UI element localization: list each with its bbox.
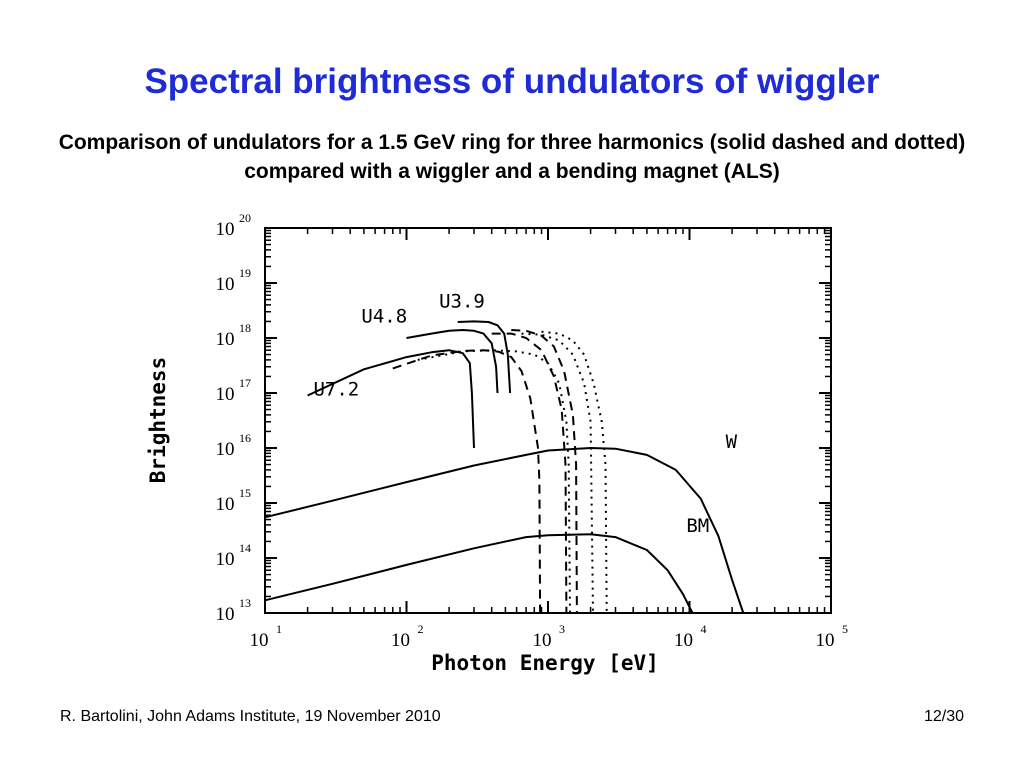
x-tick-label: 10 (816, 630, 835, 651)
curve-label-w: W (726, 431, 738, 453)
y-tick-label: 10 (216, 384, 235, 405)
y-tick-label: 10 (216, 549, 235, 570)
y-tick-exponent: 14 (239, 541, 251, 555)
curve-label-bm: BM (686, 515, 709, 537)
y-tick-label: 10 (216, 329, 235, 350)
slide-title: Spectral brightness of undulators of wig… (144, 62, 880, 101)
series-u4-8-dotted (521, 332, 594, 614)
x-tick-label: 10 (533, 630, 552, 651)
series-u7-2-solid (307, 349, 475, 449)
y-tick-label: 10 (216, 219, 235, 240)
x-tick-label: 10 (391, 630, 410, 651)
x-tick-label: 10 (250, 630, 269, 651)
x-tick-exponent: 3 (559, 622, 565, 636)
footer-page-number: 12/30 (923, 708, 964, 725)
series-w-solid (264, 447, 745, 614)
series-u3-9-solid (457, 320, 512, 394)
x-axis-label: Photon Energy [eV] (431, 651, 659, 675)
y-tick-exponent: 19 (239, 266, 251, 280)
y-axis-label: Brightness (146, 357, 170, 483)
series-u4-8-solid (406, 329, 499, 394)
x-tick-exponent: 1 (276, 622, 282, 636)
y-tick-label: 10 (216, 274, 235, 295)
series-u7-2-dashed (392, 349, 542, 614)
series-u7-2-dotted (417, 349, 571, 614)
y-tick-label: 10 (216, 604, 235, 625)
x-tick-exponent: 5 (842, 622, 848, 636)
x-tick-exponent: 4 (701, 622, 707, 636)
series-u3-9-dashed (511, 329, 578, 614)
slide-subtitle: Comparison of undulators for a 1.5 GeV r… (58, 131, 966, 183)
label-group: U7.2 U4.8 U3.9 W BM (313, 290, 737, 536)
curve-label-u3-9: U3.9 (439, 290, 485, 312)
series-group (264, 320, 745, 614)
curve-label-u7-2: U7.2 (313, 379, 359, 401)
axis-ticks: 10 1 10 2 10 3 10 4 10 5 10 13 10 14 10 15 10 16 10 17 10 18 1… (216, 211, 849, 651)
plot-frame (264, 227, 832, 614)
footer-author: R. Bartolini, John Adams Institute, 19 N… (60, 708, 441, 725)
series-bm-solid (264, 533, 694, 614)
y-tick-exponent: 16 (239, 431, 251, 445)
y-tick-exponent: 13 (239, 596, 251, 610)
y-tick-exponent: 17 (239, 376, 251, 390)
y-tick-exponent: 20 (239, 211, 251, 225)
x-tick-label: 10 (674, 630, 693, 651)
series-u3-9-dotted (541, 330, 608, 614)
series-u4-8-dashed (491, 332, 568, 614)
y-tick-exponent: 18 (239, 321, 251, 335)
y-tick-exponent: 15 (239, 486, 251, 500)
y-tick-label: 10 (216, 439, 235, 460)
x-tick-exponent: 2 (418, 622, 424, 636)
y-tick-label: 10 (216, 494, 235, 515)
brightness-chart: 10 1 10 2 10 3 10 4 10 5 10 13 10 14 10 15 10 16 10 17 10 18 1… (146, 211, 849, 675)
curve-label-u4-8: U4.8 (361, 306, 407, 328)
